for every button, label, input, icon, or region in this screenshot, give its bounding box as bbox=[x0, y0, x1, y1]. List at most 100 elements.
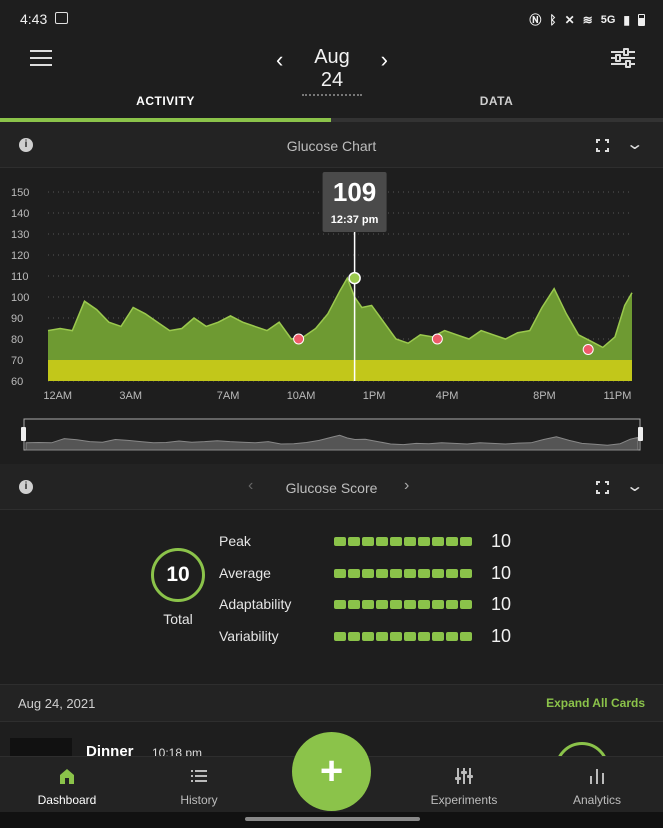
glucose-chart-header: i Glucose Chart ⌄ bbox=[0, 122, 663, 168]
x-tick-label: 3AM bbox=[119, 390, 142, 402]
score-segment bbox=[362, 600, 374, 609]
meal-marker bbox=[582, 344, 594, 355]
y-tick-label: 130 bbox=[11, 229, 29, 241]
glucose-chart-svg[interactable]: 60 70 80 90 100 110 120 130 140 150 12AM 3AM 7AM 10AM… bbox=[0, 170, 663, 462]
nav-history-label: History bbox=[180, 793, 218, 807]
status-bar: 4:43 Ⓝ ᛒ ✕ ≋ 5G ▮ bbox=[0, 0, 663, 36]
active-tab-indicator bbox=[0, 118, 331, 122]
network-label: 5G bbox=[600, 13, 616, 26]
chevron-down-icon[interactable]: ⌄ bbox=[624, 478, 644, 495]
x-tick-label: 1PM bbox=[363, 390, 386, 402]
score-metric-row: Variability 10 bbox=[219, 626, 539, 648]
score-segment bbox=[390, 537, 402, 546]
score-segment bbox=[446, 632, 458, 641]
overview-right-handle bbox=[638, 427, 643, 441]
info-icon[interactable]: i bbox=[19, 480, 33, 494]
score-segment bbox=[446, 600, 458, 609]
mute-icon: ✕ bbox=[564, 12, 575, 27]
add-entry-button[interactable]: + bbox=[292, 732, 371, 811]
score-segment bbox=[404, 537, 416, 546]
glucose-area bbox=[48, 278, 632, 381]
score-metric-label: Adaptability bbox=[219, 596, 292, 612]
y-tick-label: 150 bbox=[11, 187, 29, 199]
gesture-handle[interactable] bbox=[245, 817, 420, 821]
y-tick-label: 120 bbox=[11, 250, 29, 262]
overview-area bbox=[25, 434, 639, 451]
nav-analytics[interactable]: Analytics bbox=[532, 757, 662, 813]
glucose-line bbox=[47, 276, 633, 349]
y-tick-label: 80 bbox=[11, 334, 23, 346]
overview-left-handle bbox=[21, 427, 26, 441]
tab-data[interactable]: DATA bbox=[479, 94, 514, 108]
score-segment bbox=[390, 600, 402, 609]
nav-dashboard-label: Dashboard bbox=[37, 793, 97, 807]
meal-card-time: 10:18 pm bbox=[152, 746, 203, 756]
score-segment bbox=[362, 569, 374, 578]
x-tick-label: 7AM bbox=[217, 390, 240, 402]
score-segment bbox=[404, 569, 416, 578]
nav-dashboard[interactable]: Dashboard bbox=[2, 757, 132, 813]
date-selector: ‹ Aug 24 › bbox=[270, 44, 394, 96]
score-segment bbox=[348, 600, 360, 609]
score-metric-bar bbox=[334, 632, 472, 641]
info-icon[interactable]: i bbox=[19, 138, 33, 152]
score-metric-row: Peak 10 bbox=[219, 531, 539, 553]
score-segment bbox=[348, 632, 360, 641]
score-segment bbox=[362, 632, 374, 641]
y-tick-label: 140 bbox=[11, 208, 29, 220]
score-segment bbox=[348, 537, 360, 546]
battery-icon bbox=[638, 13, 645, 26]
nav-analytics-label: Analytics bbox=[572, 793, 622, 807]
score-segment bbox=[432, 537, 444, 546]
score-segment bbox=[460, 569, 472, 578]
experiments-icon bbox=[455, 768, 473, 784]
meal-marker bbox=[293, 333, 305, 345]
nav-history[interactable]: History bbox=[134, 757, 264, 813]
next-day-icon[interactable]: › bbox=[380, 47, 388, 72]
score-segment bbox=[334, 600, 346, 609]
x-tick-label: 8PM bbox=[533, 390, 556, 402]
cards-date: Aug 24, 2021 bbox=[18, 696, 96, 711]
previous-day-icon[interactable]: ‹ bbox=[276, 47, 284, 72]
previous-card-icon[interactable]: ‹ bbox=[248, 477, 254, 494]
total-score-label: Total bbox=[163, 611, 193, 627]
cards-date-row: Aug 24, 2021 Expand All Cards bbox=[0, 684, 663, 722]
tab-activity[interactable]: ACTIVITY bbox=[136, 94, 195, 108]
score-segment bbox=[376, 632, 388, 641]
x-tick-label: 10AM bbox=[287, 390, 316, 402]
score-segment bbox=[418, 632, 430, 641]
score-segment bbox=[418, 600, 430, 609]
y-tick-label: 70 bbox=[11, 355, 23, 367]
score-segment bbox=[376, 537, 388, 546]
filter-sliders-icon[interactable] bbox=[611, 48, 635, 70]
wifi-icon: ≋ bbox=[582, 12, 593, 27]
glucose-chart-title: Glucose Chart bbox=[286, 138, 377, 154]
score-segment bbox=[418, 537, 430, 546]
meal-score-ring bbox=[555, 742, 609, 756]
next-card-icon[interactable]: › bbox=[404, 477, 410, 494]
x-tick-label: 11PM bbox=[603, 390, 631, 402]
tooltip-time: 12:37 pm bbox=[331, 214, 379, 226]
glucose-chart[interactable]: 60 70 80 90 100 110 120 130 140 150 12AM 3AM 7AM 10AM… bbox=[0, 170, 663, 462]
score-segment bbox=[446, 569, 458, 578]
current-date[interactable]: Aug 24 bbox=[302, 46, 362, 96]
target-range-band bbox=[48, 360, 632, 381]
score-metric-row: Average 10 bbox=[219, 563, 539, 585]
expand-all-cards-button[interactable]: Expand All Cards bbox=[546, 696, 645, 710]
y-tick-label: 60 bbox=[11, 376, 23, 388]
chevron-down-icon[interactable]: ⌄ bbox=[624, 136, 644, 153]
fullscreen-icon[interactable] bbox=[596, 139, 609, 152]
list-icon bbox=[191, 770, 207, 782]
nav-experiments[interactable]: Experiments bbox=[399, 757, 529, 813]
score-segment bbox=[390, 569, 402, 578]
score-segment bbox=[404, 632, 416, 641]
menu-icon[interactable] bbox=[30, 50, 52, 66]
meal-marker bbox=[431, 333, 443, 345]
score-segment bbox=[404, 600, 416, 609]
fullscreen-icon[interactable] bbox=[596, 481, 609, 494]
image-notification-icon bbox=[55, 12, 68, 24]
y-tick-label: 90 bbox=[11, 313, 23, 325]
score-metric-bar bbox=[334, 569, 472, 578]
status-time: 4:43 bbox=[20, 11, 48, 27]
score-segment bbox=[334, 569, 346, 578]
